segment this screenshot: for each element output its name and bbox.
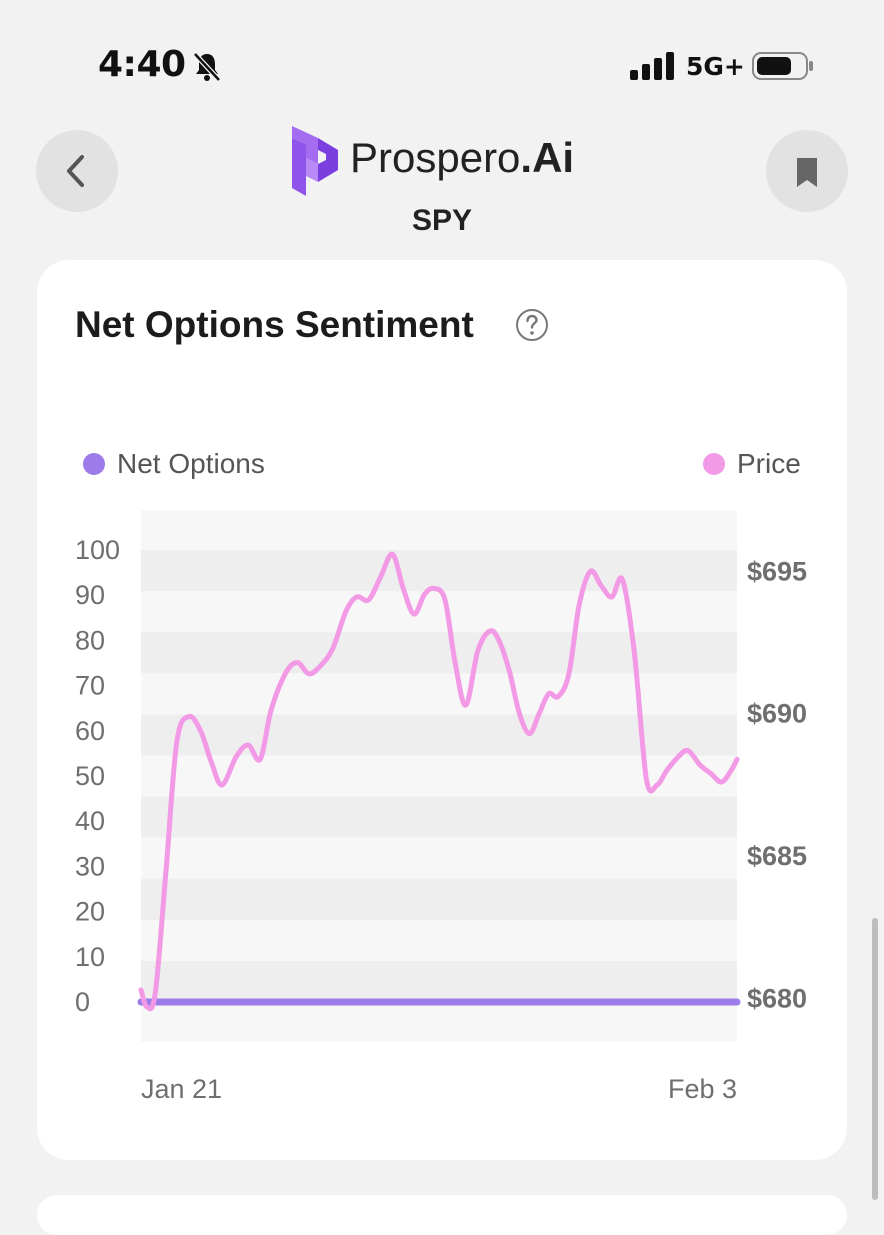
ticker-symbol: SPY xyxy=(411,204,473,237)
brand-name-text: Prospero xyxy=(350,134,521,181)
status-time: 4:40 xyxy=(98,44,186,85)
scrollbar[interactable] xyxy=(872,918,878,1200)
left-axis-tick: 0 xyxy=(75,987,90,1017)
left-axis-tick: 90 xyxy=(75,580,105,610)
x-axis-tick: Feb 3 xyxy=(668,1074,737,1104)
grid-band xyxy=(141,878,737,920)
x-axis-tick: Jan 21 xyxy=(141,1074,222,1104)
right-axis-tick: $685 xyxy=(747,841,807,871)
right-axis-tick: $690 xyxy=(747,699,807,729)
price-series-line xyxy=(138,551,740,1012)
left-axis-tick: 100 xyxy=(75,535,120,565)
bookmark-button[interactable] xyxy=(766,130,848,212)
brand-name: Prospero.Ai xyxy=(350,134,574,182)
chevron-left-icon xyxy=(67,155,84,187)
legend-net-options[interactable]: Net Options xyxy=(83,448,265,480)
right-axis-tick: $695 xyxy=(747,556,807,586)
battery-icon xyxy=(752,52,813,80)
help-icon[interactable] xyxy=(515,308,549,342)
status-bar: 4:40 5G+ xyxy=(0,0,884,130)
grid-band xyxy=(141,714,737,756)
legend-price-dot xyxy=(703,453,725,475)
grid-band xyxy=(141,632,737,674)
cellular-signal-icon xyxy=(630,52,674,80)
legend-net-options-label: Net Options xyxy=(117,448,265,479)
card-title: Net Options Sentiment xyxy=(75,304,474,345)
legend-price[interactable]: Price xyxy=(703,448,801,480)
network-type: 5G+ xyxy=(686,52,745,81)
left-axis-tick: 40 xyxy=(75,806,105,836)
legend-price-label: Price xyxy=(737,448,801,479)
left-axis-tick: 60 xyxy=(75,716,105,746)
plot-background xyxy=(141,510,737,1042)
sentiment-chart: 0 10 20 30 40 50 60 70 80 90 100 $680 $685 $690 $695 Ja… xyxy=(75,510,807,1104)
left-axis-tick: 80 xyxy=(75,625,105,655)
net-options-sentiment-card: Net Options Sentiment Net Options Price … xyxy=(37,260,847,1160)
grid-band xyxy=(141,796,737,838)
brand-suffix: .Ai xyxy=(520,134,575,181)
bell-muted-icon xyxy=(193,52,221,82)
left-axis-tick: 10 xyxy=(75,942,105,972)
back-button[interactable] xyxy=(36,130,118,212)
prospero-logo-icon xyxy=(292,126,338,196)
left-axis-tick: 50 xyxy=(75,761,105,791)
next-card xyxy=(37,1195,847,1235)
right-axis-tick: $680 xyxy=(747,983,807,1013)
grid-band xyxy=(141,960,737,1002)
left-axis-tick: 70 xyxy=(75,671,105,701)
left-axis-tick: 20 xyxy=(75,897,105,927)
grid-band xyxy=(141,550,737,592)
left-axis-tick: 30 xyxy=(75,851,105,881)
bookmark-icon xyxy=(797,158,817,187)
legend-net-options-dot xyxy=(83,453,105,475)
